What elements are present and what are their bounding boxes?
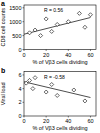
y-tick-label: 0	[18, 113, 21, 119]
y-tick-label: 1500	[9, 5, 21, 11]
point	[83, 25, 87, 29]
point	[31, 87, 35, 91]
panel-letter: a	[1, 0, 5, 7]
point	[28, 31, 32, 35]
point	[50, 83, 54, 87]
point	[39, 34, 43, 38]
x-tick-label: 0	[22, 52, 25, 58]
data-layer	[24, 76, 90, 103]
y-axis-label: Viral load	[0, 82, 6, 105]
y-tick	[23, 21, 25, 22]
point	[55, 93, 59, 97]
annotation: R = -0.58	[44, 74, 65, 80]
y-tick-label: 6	[18, 72, 21, 78]
y-tick	[23, 102, 25, 103]
x-axis-label: % of Vβ3 cells dividing	[32, 59, 87, 65]
plot-frame	[24, 5, 96, 50]
point	[50, 29, 54, 33]
y-tick-label: 2	[18, 99, 21, 105]
y-tick	[23, 49, 25, 50]
y-tick	[23, 88, 25, 89]
point	[33, 28, 37, 32]
y-tick-label: 0	[18, 47, 21, 53]
point	[77, 11, 81, 15]
plot-frame	[24, 72, 96, 117]
point	[33, 76, 37, 80]
point	[55, 22, 59, 26]
point	[44, 90, 48, 94]
point	[88, 13, 92, 17]
point	[72, 88, 76, 92]
figure: 0204060050010001500% of Vβ3 cells dividi…	[0, 0, 100, 133]
annotation: R = 0.56	[44, 7, 63, 13]
x-tick-label: 60	[87, 52, 93, 58]
point	[66, 20, 70, 24]
x-axis-label: % of Vβ3 cells dividing	[32, 125, 87, 131]
data-layer	[24, 11, 92, 37]
y-tick-label: 1000	[9, 19, 21, 25]
point	[24, 81, 28, 85]
y-tick	[23, 35, 25, 36]
y-axis-label: CD8 cell counts	[0, 8, 6, 47]
fit-line	[24, 82, 90, 98]
x-tick-label: 20	[43, 118, 49, 124]
panel: 0 20 40 60 0 2 4 6 % of Vβ3 cells dividing Viral …	[0, 67, 96, 132]
y-tick	[23, 116, 25, 117]
point	[83, 99, 87, 103]
panel: 0 20 40 60 0 500 1000 1500 % of Vβ3 cells dividi…	[0, 0, 96, 65]
y-tick-label: 4	[18, 86, 21, 92]
fit-line	[24, 18, 90, 35]
y-tick	[23, 74, 25, 75]
point	[28, 78, 32, 82]
y-tick	[23, 7, 25, 8]
x-tick-label: 20	[43, 52, 49, 58]
x-tick-label: 0	[22, 118, 25, 124]
point	[44, 17, 48, 21]
y-tick-label: 500	[12, 33, 21, 39]
x-tick-label: 60	[87, 118, 93, 124]
x-tick-label: 40	[65, 118, 71, 124]
x-tick-label: 40	[65, 52, 71, 58]
panel-letter: b	[1, 67, 5, 74]
